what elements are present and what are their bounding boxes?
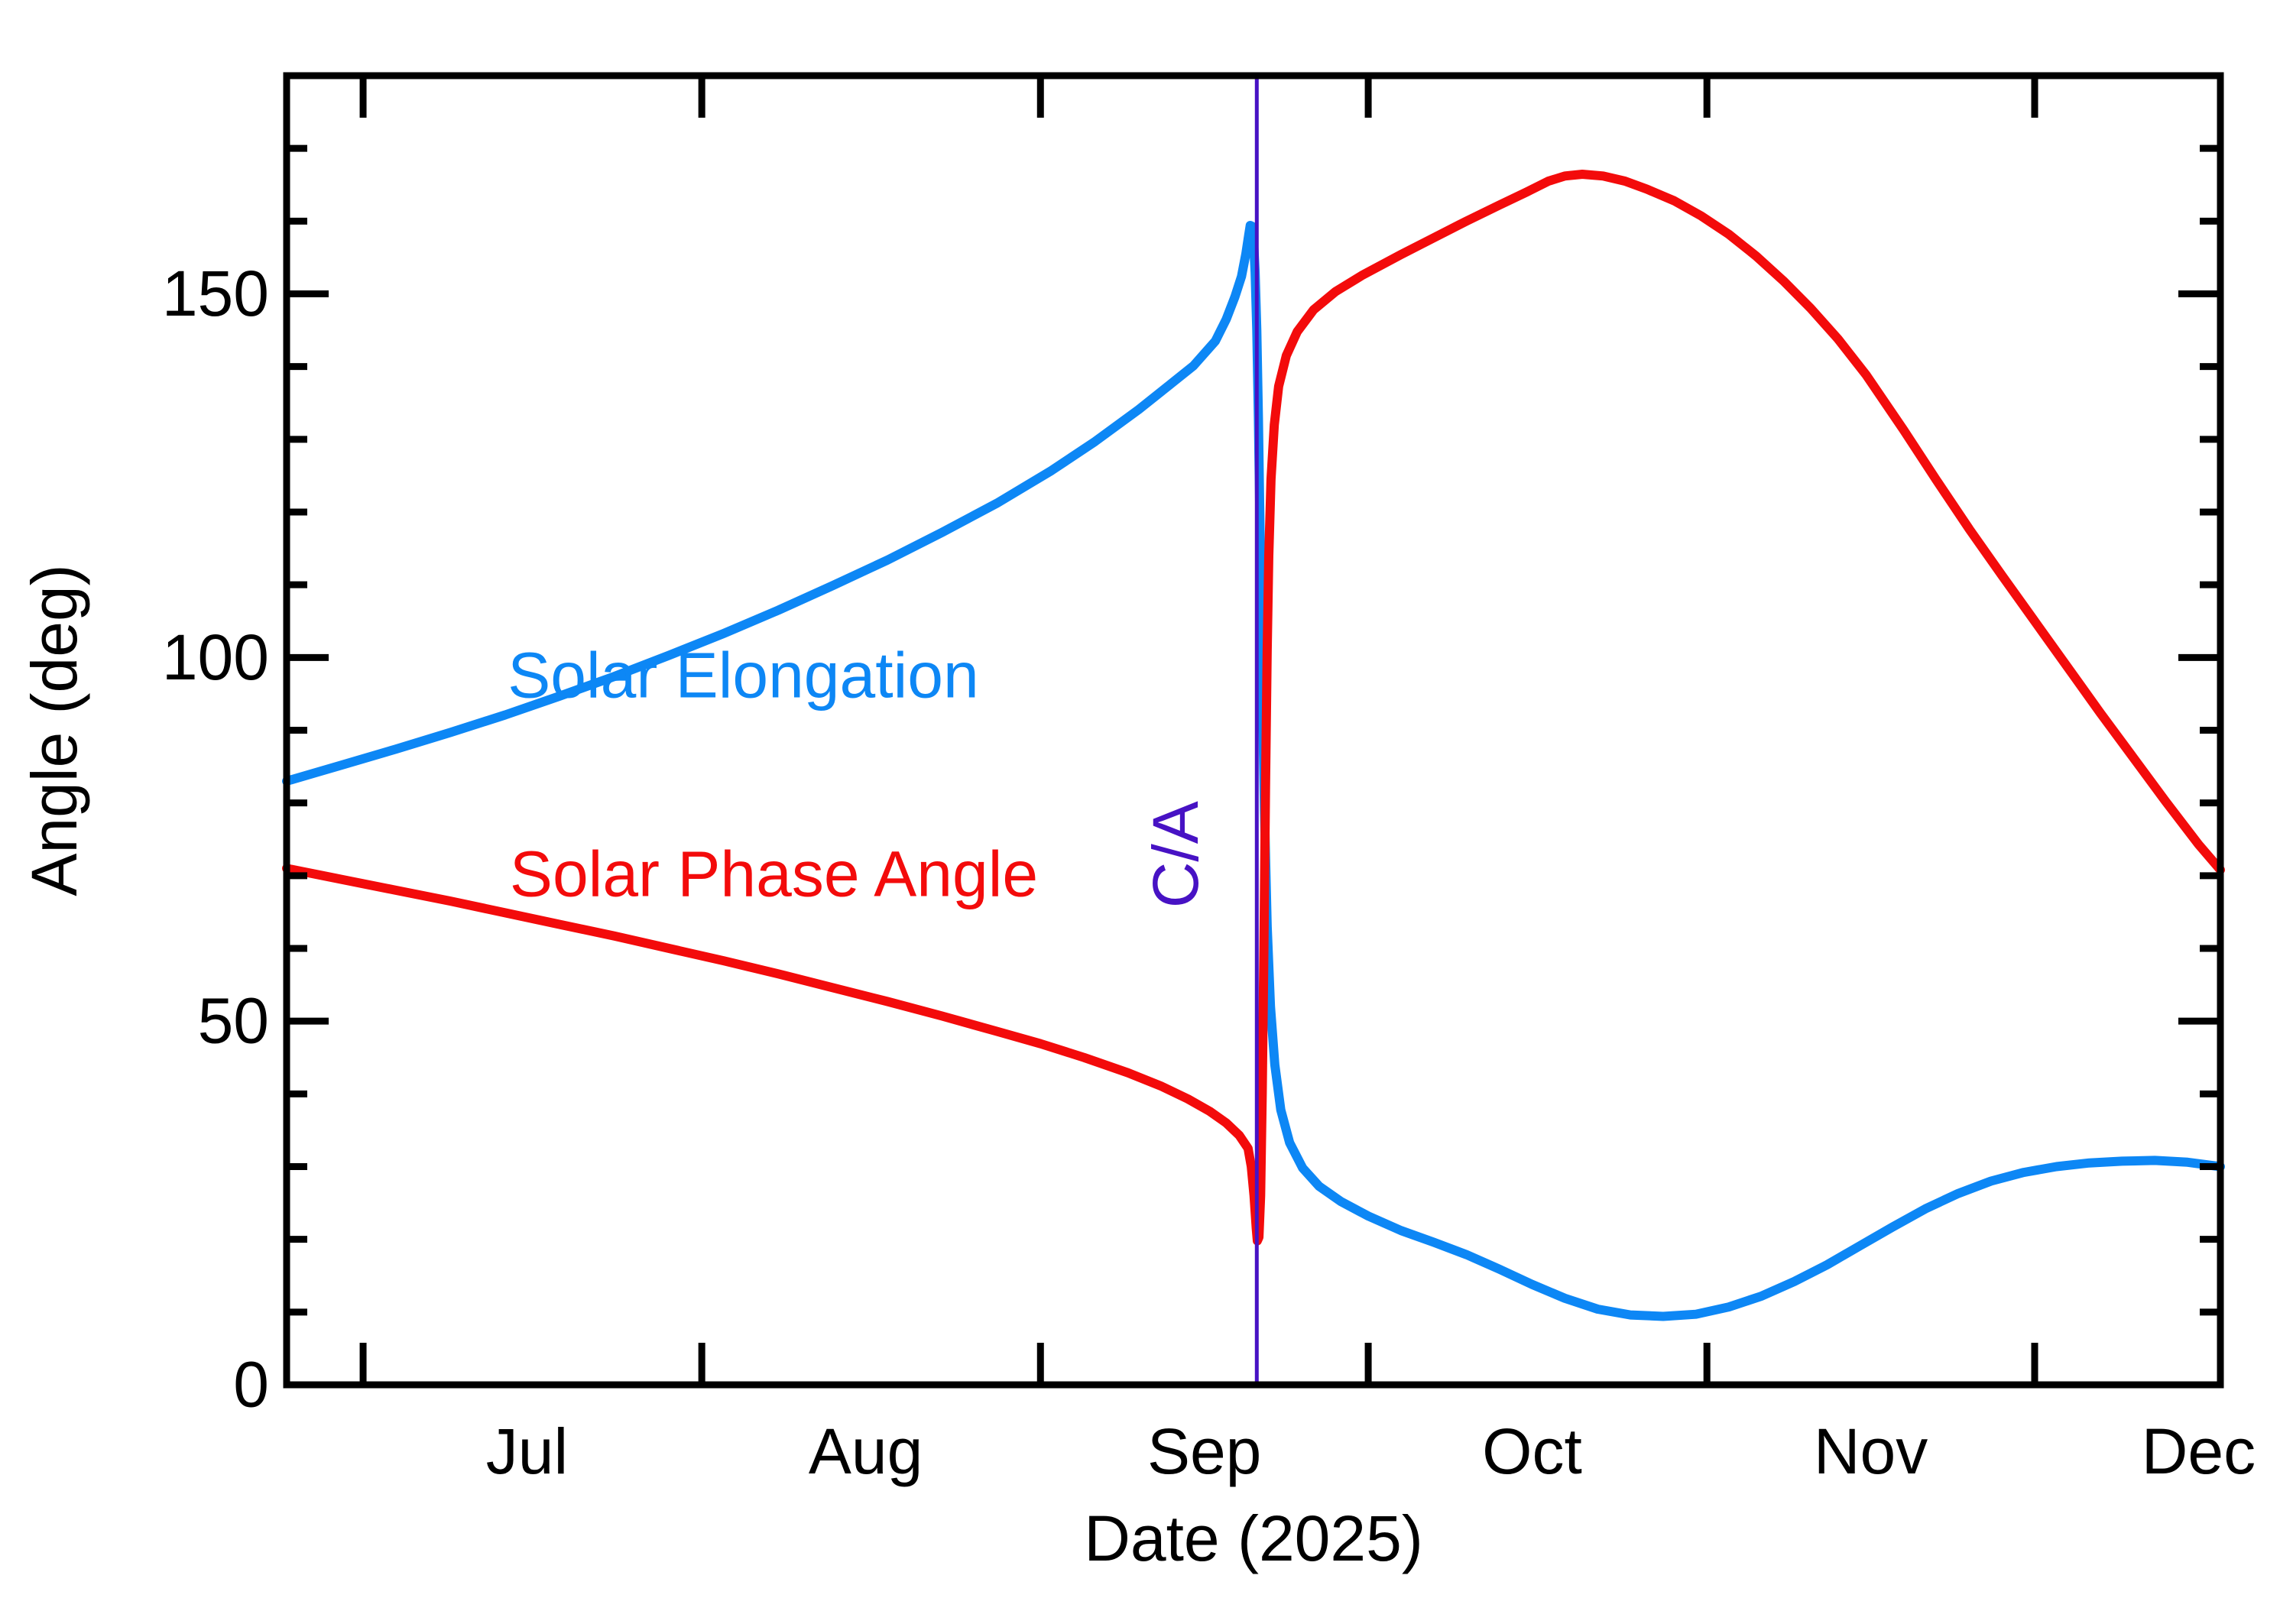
y-tick-label-150: 150 [162,258,269,329]
series-label-solar-phase-angle: Solar Phase Angle [510,838,1038,909]
y-tick-label-50: 50 [198,985,269,1057]
x-tick-label-dec: Dec [2142,1415,2256,1487]
x-tick-label-oct: Oct [1482,1415,1582,1487]
x-axis-title: Date (2025) [1084,1502,1423,1574]
x-tick-label-sep: Sep [1147,1415,1261,1487]
y-tick-label-100: 100 [162,621,269,693]
series-label-solar-elongation: Solar Elongation [508,640,978,712]
x-tick-label-aug: Aug [809,1415,923,1487]
x-tick-label-jul: Jul [486,1415,568,1487]
x-tick-label-nov: Nov [1814,1415,1928,1487]
y-axis-title: Angle (deg) [18,564,90,896]
close-approach-label: C/A [1140,801,1211,908]
y-tick-label-0: 0 [233,1349,269,1421]
series-curve-solar-phase-angle [282,170,2225,1246]
